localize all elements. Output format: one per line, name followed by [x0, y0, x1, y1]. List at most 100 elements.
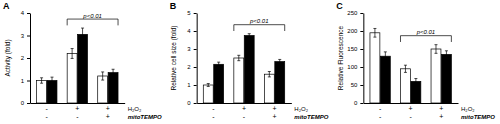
error-bar: [40, 78, 43, 83]
condition-label: H₂O₂: [294, 106, 308, 112]
x-axis: [31, 103, 126, 104]
error-bar: [207, 84, 210, 87]
y-tick-label: 1: [21, 78, 25, 84]
y-tick-mark: [360, 49, 363, 50]
y-tick-mark: [194, 49, 197, 50]
series: [203, 55, 274, 103]
series: [37, 49, 108, 103]
y-tick-mark: [194, 85, 197, 86]
chart-container: 01234Activity (fold)p<0.01-++H₂O₂--+mito…: [0, 0, 500, 124]
y-tick: 100: [347, 64, 363, 70]
y-tick-label: 0: [187, 100, 191, 106]
y-tick: 0: [354, 100, 363, 106]
series: [214, 34, 285, 103]
bracket: [400, 36, 451, 42]
y-tick-label: 50: [351, 82, 358, 88]
y-tick: 1: [187, 82, 196, 88]
y-tick: 150: [347, 46, 363, 52]
panel-label: B: [170, 1, 177, 11]
error-bar: [373, 28, 376, 37]
condition-sign: +: [272, 105, 276, 112]
bar: [67, 54, 77, 104]
y-tick-label: 4: [187, 28, 191, 34]
condition-sign: +: [75, 105, 79, 112]
y-tick: 4: [21, 10, 30, 16]
y-tick: 0: [187, 100, 196, 106]
y-tick: 200: [347, 28, 363, 34]
error-bar: [51, 77, 54, 84]
y-tick: 1: [21, 78, 30, 84]
condition-label: H₂O₂: [461, 106, 475, 112]
condition-sign: -: [212, 113, 215, 120]
bar: [441, 54, 451, 103]
y-tick-mark: [27, 36, 30, 37]
bars: [370, 28, 451, 103]
bracket: [234, 25, 285, 31]
y-tick: 5: [187, 10, 196, 16]
y-tick-mark: [194, 31, 197, 32]
error-bar: [445, 51, 448, 58]
y-tick: 3: [21, 33, 30, 39]
y-tick: 50: [351, 82, 364, 88]
error-bar: [237, 55, 240, 60]
panel-label: A: [3, 1, 10, 11]
error-bar: [404, 65, 407, 72]
condition-sign: +: [106, 105, 110, 112]
bar: [411, 81, 421, 103]
condition-sign: -: [212, 105, 215, 112]
y-tick: 3: [187, 46, 196, 52]
y-tick-mark: [27, 103, 30, 104]
panel: 050100150200250Relative Fluorescencep<0.…: [336, 1, 495, 120]
bar: [37, 81, 47, 104]
y-tick-label: 2: [187, 64, 191, 70]
plot-area: 012345Relative cell size (fold)p<0.01-++…: [170, 10, 328, 120]
y-tick-label: 4: [21, 10, 25, 16]
condition-sign: -: [409, 113, 412, 120]
y-axis: 0 1 2 3 4 5: [187, 10, 197, 106]
annotation: p<0.01: [249, 18, 269, 24]
plot-area: 01234Activity (fold)p<0.01-++H₂O₂--+mito…: [4, 10, 162, 120]
y-tick-mark: [194, 103, 197, 104]
panel: 01234Activity (fold)p<0.01-++H₂O₂--+mito…: [3, 1, 162, 120]
y-tick-mark: [360, 67, 363, 68]
bar: [380, 56, 390, 103]
y-tick: 0: [21, 100, 30, 106]
error-bar: [101, 72, 104, 80]
bars: [203, 34, 284, 103]
y-tick-mark: [194, 13, 197, 14]
x-axis-line: [364, 103, 459, 104]
y-axis-title: Relative Fluorescence: [337, 25, 344, 90]
condition-label: mitoTEMPO: [294, 114, 328, 120]
condition-sign: +: [242, 105, 246, 112]
error-bar: [384, 52, 387, 61]
y-axis-title: Relative cell size (fold): [170, 25, 178, 90]
condition-sign: +: [106, 113, 110, 120]
condition-sign: -: [243, 113, 246, 120]
y-tick-label: 0: [21, 100, 25, 106]
y-tick-label: 250: [347, 10, 358, 16]
y-tick-label: 200: [347, 28, 358, 34]
bar: [203, 85, 213, 103]
y-tick-mark: [194, 67, 197, 68]
plot-area: 050100150200250Relative Fluorescencep<0.…: [337, 10, 495, 120]
error-bar: [217, 62, 220, 66]
y-axis: 01234: [21, 10, 31, 106]
x-axis-line: [31, 103, 126, 104]
error-bar: [112, 69, 115, 76]
x-axis: [197, 103, 292, 104]
error-bar: [268, 72, 271, 77]
y-axis-title: Activity (fold): [4, 39, 12, 76]
error-bar: [278, 59, 281, 63]
bar: [108, 73, 118, 103]
bar: [234, 58, 244, 103]
y-tick-label: 150: [347, 46, 358, 52]
y-axis-line: [197, 14, 198, 104]
bar: [264, 74, 274, 103]
y-axis-line: [30, 14, 31, 104]
y-tick-label: 3: [21, 33, 25, 39]
condition-sign: +: [439, 105, 443, 112]
bar: [275, 62, 285, 103]
series: [370, 28, 441, 103]
panel-label: C: [336, 1, 343, 11]
error-bar: [81, 28, 84, 41]
